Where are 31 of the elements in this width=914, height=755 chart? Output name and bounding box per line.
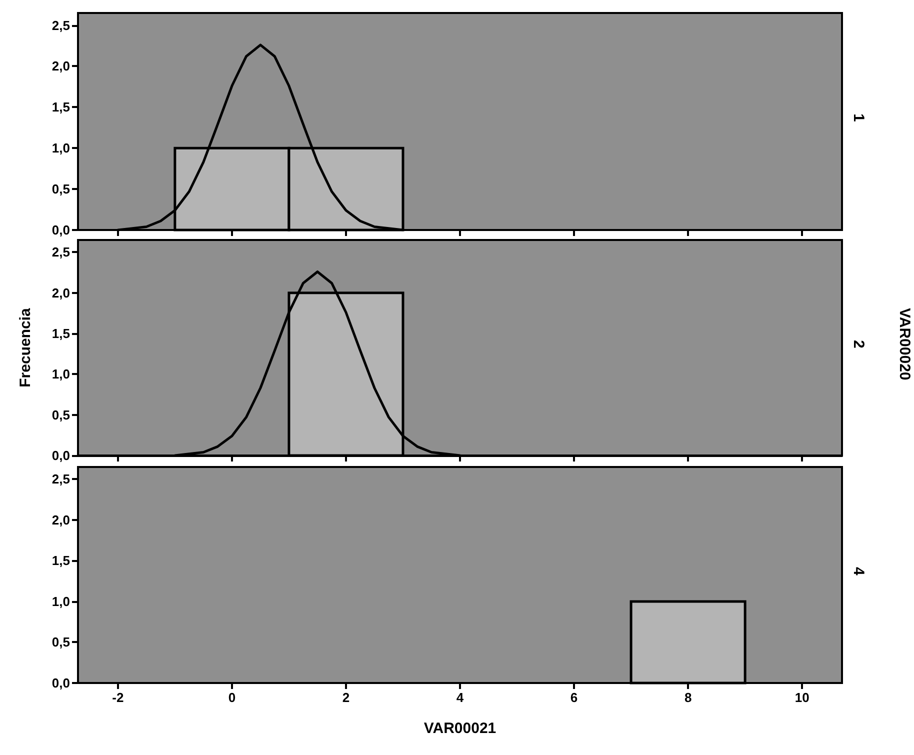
y2-axis-title: VAR00020 xyxy=(896,308,913,380)
y-tick-label: 0,5 xyxy=(52,407,70,422)
y-tick-label: 2,0 xyxy=(52,58,70,74)
y-tick-label: 2,5 xyxy=(52,18,70,33)
y-tick-label: 1,0 xyxy=(52,140,70,156)
y-tick-label: 2,5 xyxy=(52,472,70,487)
x-tick-label: 0 xyxy=(228,690,236,705)
y-tick-label: 1,0 xyxy=(52,366,70,382)
y-tick-label: 1,5 xyxy=(52,100,70,115)
text: 1 xyxy=(850,114,867,122)
y-tick-label: 0,5 xyxy=(52,634,70,650)
text: 2 xyxy=(850,340,867,348)
y-tick-label: 1,5 xyxy=(52,326,70,342)
y-tick-label: 0,5 xyxy=(52,182,70,197)
x-tick-label: 8 xyxy=(684,690,692,705)
y-tick-label: 0,0 xyxy=(52,222,70,238)
y-tick-label: 1,5 xyxy=(52,553,70,568)
y-tick-label: 2,0 xyxy=(52,512,70,528)
text: 4 xyxy=(850,567,867,576)
y-axis-title: Frecuencia xyxy=(17,308,34,388)
y-tick-label: 2,5 xyxy=(52,244,70,260)
x-tick-label: -2 xyxy=(112,690,124,705)
y-tick-label: 1,0 xyxy=(52,594,70,609)
x-tick-label: 6 xyxy=(570,690,578,705)
x-tick-label: 4 xyxy=(456,690,464,705)
y-tick-label: 2,0 xyxy=(52,285,70,300)
x-tick-label: 2 xyxy=(342,690,350,705)
y-tick-label: 0,0 xyxy=(52,448,70,463)
x-tick-label: 10 xyxy=(794,690,810,705)
x-axis-title: VAR00021 xyxy=(424,720,496,737)
y-tick-label: 0,0 xyxy=(52,676,70,690)
